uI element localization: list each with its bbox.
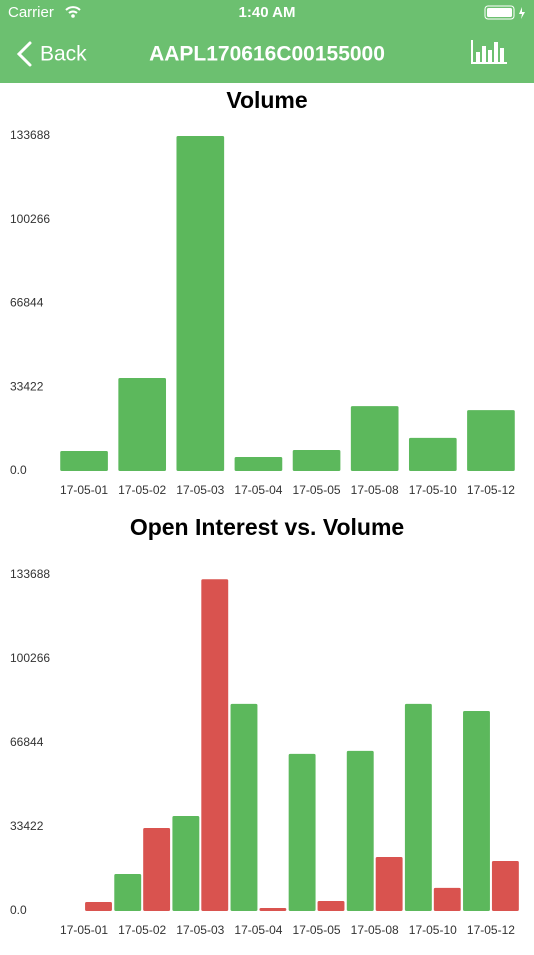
y-tick-label: 66844	[10, 735, 44, 749]
y-tick-label: 133688	[10, 567, 50, 581]
x-tick-label: 17-05-08	[351, 923, 399, 937]
x-tick-label: 17-05-12	[467, 923, 515, 937]
bar	[60, 450, 108, 471]
bar	[234, 456, 283, 471]
bar	[172, 815, 200, 911]
bar	[85, 901, 112, 911]
x-tick-label: 17-05-03	[176, 483, 224, 497]
x-tick-label: 17-05-12	[467, 483, 515, 497]
carrier: Carrier	[8, 4, 54, 21]
charging	[519, 7, 525, 19]
back-button[interactable]: Back	[40, 43, 87, 66]
wifi-icon	[65, 6, 81, 14]
bar	[292, 449, 341, 471]
x-tick-label: 17-05-03	[176, 923, 224, 937]
x-tick-label: 17-05-02	[118, 923, 166, 937]
bar	[433, 887, 461, 911]
bar	[491, 860, 519, 911]
x-tick-label: 17-05-10	[409, 923, 457, 937]
x-tick-label: 17-05-01	[60, 923, 108, 937]
x-tick-label: 17-05-05	[293, 923, 341, 937]
battery-level	[487, 8, 512, 17]
y-tick-label: 0.0	[10, 463, 27, 477]
bar	[404, 703, 432, 911]
y-tick-label: 33422	[10, 379, 44, 393]
x-tick-label: 17-05-05	[293, 483, 341, 497]
bar	[375, 856, 403, 911]
bar	[288, 753, 316, 911]
y-tick-label: 66844	[10, 296, 44, 310]
bar	[467, 410, 515, 471]
back-chevron[interactable]	[16, 41, 32, 67]
chart-icon[interactable]	[471, 40, 507, 64]
wifi-dot	[71, 14, 75, 18]
y-tick-label: 0.0	[10, 903, 27, 917]
chart-title: Volume	[226, 87, 307, 113]
bar	[114, 874, 142, 911]
y-tick-label: 33422	[10, 819, 44, 833]
x-tick-label: 17-05-08	[351, 483, 399, 497]
bar	[350, 406, 399, 471]
chart-title: Open Interest vs. Volume	[130, 514, 404, 540]
bar	[118, 378, 167, 471]
header-bg	[0, 0, 534, 83]
y-tick-label: 100266	[10, 651, 50, 665]
y-tick-label: 133688	[10, 128, 50, 142]
bar	[143, 828, 171, 911]
x-tick-label: 17-05-10	[409, 483, 457, 497]
bar	[201, 579, 229, 911]
battery	[484, 5, 515, 20]
bar	[259, 907, 287, 911]
clock: 1:40 AM	[239, 4, 296, 21]
bar	[463, 710, 490, 911]
bar	[317, 900, 345, 911]
bar	[230, 703, 258, 911]
bar	[408, 437, 457, 471]
x-tick-label: 17-05-01	[60, 483, 108, 497]
x-tick-label: 17-05-02	[118, 483, 166, 497]
x-tick-label: 17-05-04	[234, 483, 282, 497]
nav-title: AAPL170616C00155000	[149, 43, 385, 66]
bar	[346, 750, 374, 911]
bar	[176, 136, 225, 471]
x-tick-label: 17-05-04	[234, 923, 282, 937]
y-tick-label: 100266	[10, 212, 50, 226]
